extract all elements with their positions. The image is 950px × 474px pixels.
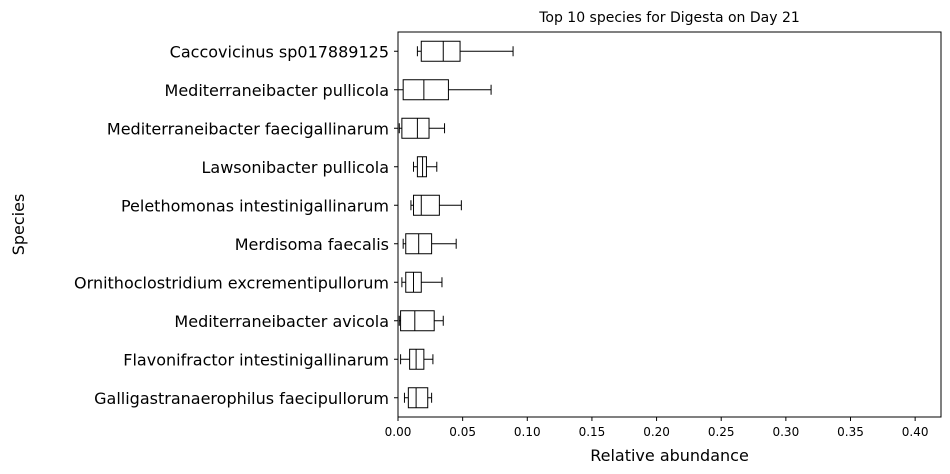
y-category-label: Ornithoclostridium excrementipullorum [74, 273, 389, 292]
x-tick-label: 0.30 [772, 425, 799, 439]
y-category-label: Merdisoma faecalis [235, 235, 389, 254]
y-category-label: Galligastranaerophilus faecipullorum [94, 389, 389, 408]
box-iqr [413, 194, 440, 216]
chart-title: Top 10 species for Digesta on Day 21 [538, 10, 800, 26]
y-category-label: Mediterraneibacter pullicola [165, 81, 389, 100]
box-iqr [402, 79, 449, 101]
box-iqr [420, 40, 461, 62]
x-axis-label: Relative abundance [590, 446, 749, 465]
y-category-label: Lawsonibacter pullicola [201, 158, 389, 177]
x-tick-label: 0.05 [449, 425, 476, 439]
x-tick-label: 0.00 [385, 425, 412, 439]
x-tick-label: 0.25 [708, 425, 735, 439]
x-tick-label: 0.20 [643, 425, 670, 439]
box-iqr [400, 310, 435, 332]
x-tick-label: 0.10 [514, 425, 541, 439]
y-category-label: Caccovicinus sp017889125 [170, 42, 389, 61]
box-iqr [407, 387, 429, 409]
plot-area: 0.00 0.05 0.10 0.15 0.20 0.25 0.30 0.35 0.40 Cacc… [74, 40, 929, 439]
y-axis-label: Species [9, 194, 28, 256]
x-tick-label: 0.15 [579, 425, 606, 439]
y-category-label: Flavonifractor intestinigallinarum [123, 350, 389, 369]
y-category-label: Mediterraneibacter faecigallinarum [107, 119, 389, 138]
x-tick-label: 0.35 [837, 425, 864, 439]
y-category-label: Pelethomonas intestinigallinarum [121, 196, 389, 215]
x-tick-label: 0.40 [902, 425, 929, 439]
box-iqr [409, 348, 425, 370]
y-category-label: Mediterraneibacter avicola [174, 312, 389, 331]
box-iqr [416, 156, 427, 178]
plot-frame [397, 31, 942, 418]
box-iqr [401, 117, 430, 139]
